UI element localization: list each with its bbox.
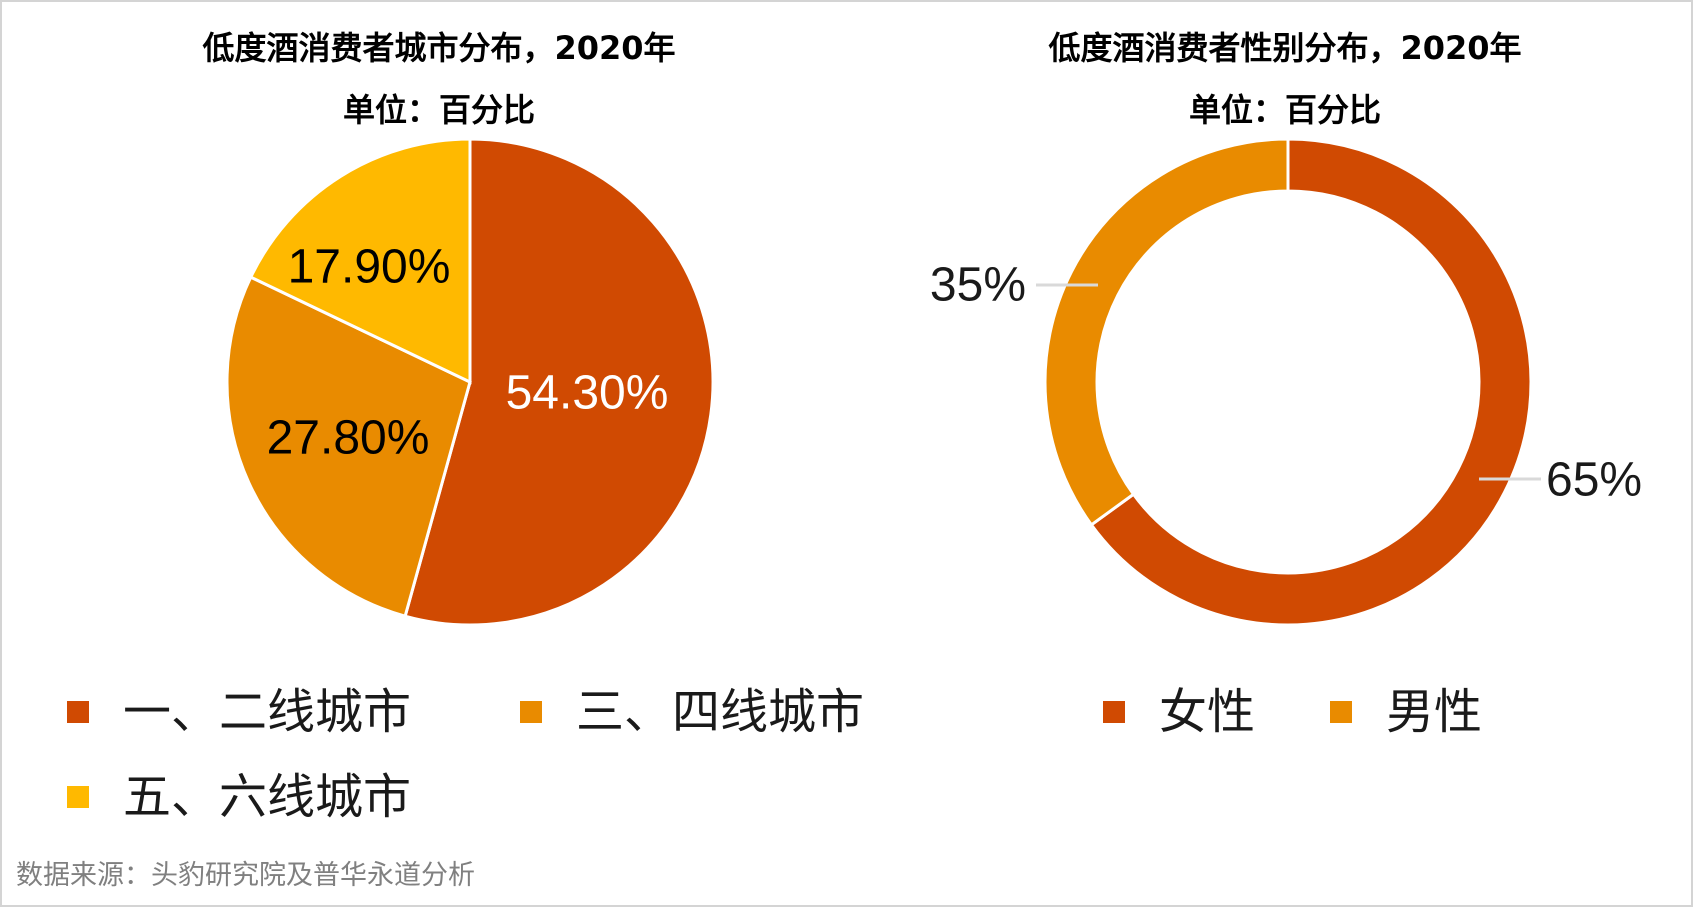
data-label: 54.30%	[506, 367, 669, 420]
legend-swatch	[520, 701, 542, 723]
data-label: 35%	[930, 259, 1026, 312]
data-label: 27.80%	[267, 412, 430, 465]
slice-tier-3-4	[225, 275, 472, 619]
city-chart-subtitle: 单位：百分比	[342, 91, 535, 129]
slice-tier-5-6	[248, 137, 472, 385]
legend-label: 三、四线城市	[576, 684, 865, 740]
legend-item-tier-1-2: 一、二线城市	[67, 682, 411, 742]
gender-chart-subtitle: 单位：百分比	[1188, 91, 1381, 129]
source-note: 数据来源：头豹研究院及普华永道分析	[16, 860, 475, 891]
slice-male	[1043, 137, 1290, 527]
legend-item-tier-5-6: 五、六线城市	[67, 767, 411, 827]
legend-label: 五、六线城市	[123, 769, 412, 825]
data-label: 17.90%	[288, 241, 451, 294]
legend-item-tier-3-4: 三、四线城市	[520, 682, 864, 742]
slice-female	[1089, 137, 1533, 627]
legend-item-female: 女性	[1103, 682, 1255, 742]
gender-chart-title: 低度酒消费者性别分布，2020年	[1048, 29, 1522, 67]
legend-swatch	[67, 786, 89, 808]
legend-swatch	[67, 701, 89, 723]
legend-label: 女性	[1159, 684, 1256, 740]
gender-donut-chart: 65% 35%	[930, 137, 1642, 627]
legend-swatch	[1330, 701, 1352, 723]
city-chart-title: 低度酒消费者城市分布，2020年	[202, 29, 676, 67]
city-pie-chart: 54.30% 27.80% 17.90%	[225, 137, 715, 627]
legend-label: 男性	[1386, 684, 1483, 740]
slice-tier-1-2	[403, 137, 715, 627]
legend-swatch	[1103, 701, 1125, 723]
legend-item-male: 男性	[1330, 682, 1482, 742]
data-label: 65%	[1546, 454, 1642, 507]
legend-label: 一、二线城市	[123, 684, 412, 740]
